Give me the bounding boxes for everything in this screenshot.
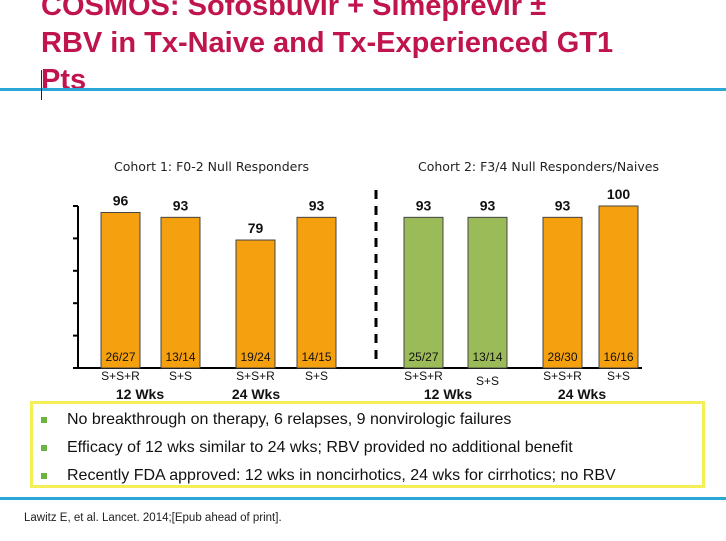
finding-3: Recently FDA approved: 12 wks in noncirh… [41,464,616,488]
bar-value-label: 93 [173,197,189,213]
bar-fraction-label: 19/24 [240,350,270,364]
slide-title: COSMOS: Sofosbuvir + Simeprevir ± RBV in… [41,0,613,99]
bar-c2-12wks-ss [467,216,508,369]
duration-group-label: 24 Wks [558,386,606,402]
title-rule [0,88,726,91]
x-category-label: S+S+R [543,369,582,383]
bar-c2-24wks-ssr [542,216,583,369]
bar-fraction-label: 13/14 [472,350,502,364]
duration-group-label: 12 Wks [116,386,164,402]
footer-rule [0,497,726,500]
x-category-label: S+S+R [404,369,443,383]
bar-c1-12wks-ss [160,216,201,369]
bullet-icon [41,445,47,451]
x-category-label: S+S [169,369,192,383]
bar-value-label: 93 [480,197,496,213]
slide-title-line-1: COSMOS: Sofosbuvir + Simeprevir ± [41,0,547,22]
bar-value-label: 93 [309,197,325,213]
bar-value-label: 93 [416,197,432,213]
x-category-label: S+S [607,369,630,383]
cohort-2-label: Cohort 2: F3/4 Null Responders/Naives [418,159,659,174]
bar-fraction-label: 13/14 [165,350,195,364]
bar-c1-24wks-ssr [235,239,276,369]
x-category-label: S+S+R [101,369,140,383]
bar-value-label: 79 [248,220,264,236]
bar-fraction-label: 14/15 [301,350,331,364]
citation: Lawitz E, et al. Lancet. 2014;[Epub ahea… [24,512,282,524]
slide-title-line-2: RBV in Tx-Naive and Tx-Experienced GT1 [41,27,614,59]
text-cursor [41,70,42,100]
bar-value-label: 96 [113,192,129,208]
bar-c1-12wks-ssr [100,211,141,369]
bar-c1-24wks-ss [296,216,337,369]
finding-1: No breakthrough on therapy, 6 relapses, … [41,408,511,432]
key-findings-box: No breakthrough on therapy, 6 relapses, … [30,401,705,488]
cohort-1-label: Cohort 1: F0-2 Null Responders [114,159,309,174]
svr-bar-chart: 96 26/27 S+S+R 93 13/14 S+S 12 Wks 79 19/24 S+S+R… [73,186,642,402]
bar-value-label: 93 [555,197,571,213]
bar-value-label: 100 [607,186,631,202]
x-category-label: S+S [305,369,328,383]
bar-fraction-label: 16/16 [603,350,633,364]
x-category-label: S+S+R [236,369,275,383]
bar-fraction-label: 26/27 [105,350,135,364]
bullet-icon [41,417,47,423]
bar-fraction-label: 25/27 [408,350,438,364]
x-category-label: S+S [476,374,499,388]
finding-2: Efficacy of 12 wks similar to 24 wks; RB… [41,436,573,460]
finding-2-text: Efficacy of 12 wks similar to 24 wks; RB… [67,439,573,456]
finding-1-text: No breakthrough on therapy, 6 relapses, … [67,411,512,428]
finding-3-text: Recently FDA approved: 12 wks in noncirh… [67,467,616,484]
bullet-icon [41,473,47,479]
duration-group-label: 12 Wks [424,386,472,402]
bar-fraction-label: 28/30 [547,350,577,364]
duration-group-label: 24 Wks [232,386,280,402]
bar-c2-24wks-ss [598,205,639,369]
bar-c2-12wks-ssr [403,216,444,369]
